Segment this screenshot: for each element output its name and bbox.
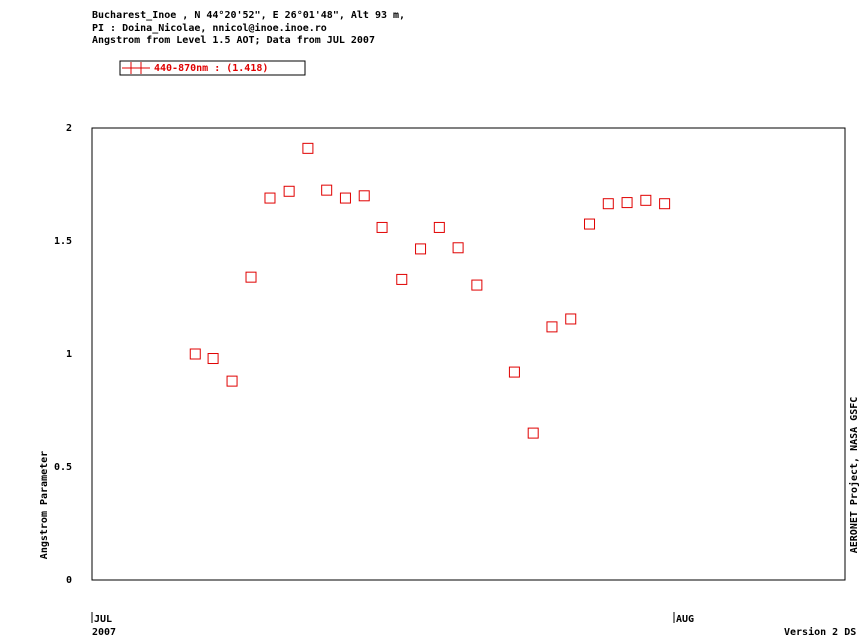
marker xyxy=(245,271,257,283)
marker xyxy=(565,313,577,325)
y-tick-label: 0 xyxy=(66,575,72,586)
marker xyxy=(189,348,201,360)
header-line: Angstrom from Level 1.5 AOT; Data from J… xyxy=(92,35,375,46)
marker xyxy=(659,198,671,210)
legend-box xyxy=(119,60,306,76)
marker xyxy=(302,142,314,154)
marker xyxy=(415,243,427,255)
marker xyxy=(602,198,614,210)
marker xyxy=(396,273,408,285)
y-axis-label: Angstrom Parameter xyxy=(39,451,50,559)
legend-label: 440-870nm : (1.418) xyxy=(154,63,268,74)
y-tick-label: 2 xyxy=(66,123,72,134)
marker xyxy=(207,353,219,365)
x-tick-label: JUL xyxy=(94,614,112,625)
marker xyxy=(264,192,276,204)
marker xyxy=(584,218,596,230)
plot-frame xyxy=(91,127,846,581)
marker xyxy=(471,279,483,291)
y-tick-label: 1.5 xyxy=(54,236,72,247)
marker xyxy=(339,192,351,204)
marker xyxy=(376,221,388,233)
marker xyxy=(546,321,558,333)
marker xyxy=(527,427,539,439)
header-line: Bucharest_Inoe , N 44°20'52", E 26°01'48… xyxy=(92,10,405,21)
footer: Version 2 DS xyxy=(784,626,856,637)
marker xyxy=(508,366,520,378)
y-tick-label: 1 xyxy=(66,349,72,360)
marker xyxy=(640,194,652,206)
year-label: 2007 xyxy=(92,627,116,637)
header-line: PI : Doina_Nicolae, nnicol@inoe.inoe.ro xyxy=(92,22,327,34)
marker xyxy=(433,221,445,233)
marker xyxy=(283,185,295,197)
y-tick-label: 0.5 xyxy=(54,462,72,473)
side-label: AERONET Project, NASA GSFC xyxy=(848,397,860,554)
marker xyxy=(452,242,464,254)
marker xyxy=(321,184,333,196)
marker xyxy=(621,197,633,209)
marker xyxy=(358,190,370,202)
marker xyxy=(226,375,238,387)
x-tick-label: AUG xyxy=(676,614,694,625)
